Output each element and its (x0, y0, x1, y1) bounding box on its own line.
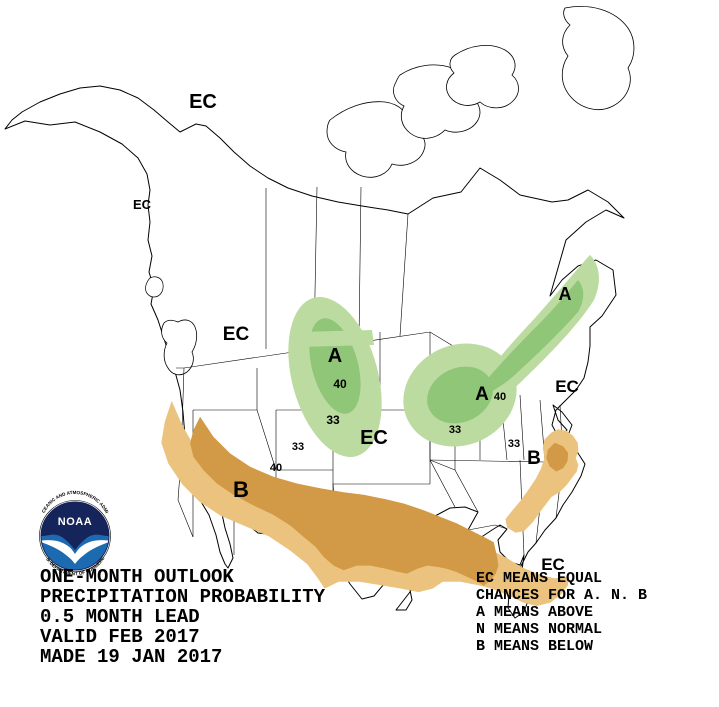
svg-text:B: B (233, 477, 249, 502)
svg-text:33: 33 (508, 438, 520, 450)
svg-text:EC: EC (555, 377, 579, 396)
svg-text:A: A (475, 384, 489, 405)
svg-text:A MEANS ABOVE: A MEANS ABOVE (476, 604, 593, 621)
svg-text:EC: EC (360, 427, 388, 449)
svg-text:A: A (559, 284, 572, 304)
svg-text:40: 40 (494, 391, 506, 403)
svg-text:CHANCES FOR A. N. B: CHANCES FOR A. N. B (476, 587, 647, 604)
svg-text:33: 33 (326, 413, 340, 427)
svg-text:MADE 19 JAN 2017: MADE 19 JAN 2017 (40, 646, 222, 668)
svg-text:40: 40 (333, 377, 347, 391)
svg-text:EC: EC (189, 91, 217, 113)
svg-text:EC: EC (223, 324, 250, 345)
svg-text:N MEANS NORMAL: N MEANS NORMAL (476, 621, 602, 638)
svg-text:B MEANS BELOW: B MEANS BELOW (476, 638, 593, 655)
svg-text:ONE-MONTH OUTLOOK: ONE-MONTH OUTLOOK (40, 566, 234, 588)
svg-text:EC MEANS EQUAL: EC MEANS EQUAL (476, 570, 602, 587)
svg-text:EC: EC (133, 197, 152, 212)
svg-text:VALID FEB 2017: VALID FEB 2017 (40, 626, 200, 648)
svg-text:B: B (527, 448, 541, 469)
svg-text:33: 33 (292, 441, 304, 453)
svg-text:PRECIPITATION PROBABILITY: PRECIPITATION PROBABILITY (40, 586, 326, 608)
svg-text:0.5 MONTH LEAD: 0.5 MONTH LEAD (40, 606, 200, 628)
svg-text:NOAA: NOAA (58, 516, 92, 528)
svg-text:33: 33 (449, 424, 461, 436)
svg-text:40: 40 (270, 462, 282, 474)
svg-text:A: A (328, 345, 342, 367)
